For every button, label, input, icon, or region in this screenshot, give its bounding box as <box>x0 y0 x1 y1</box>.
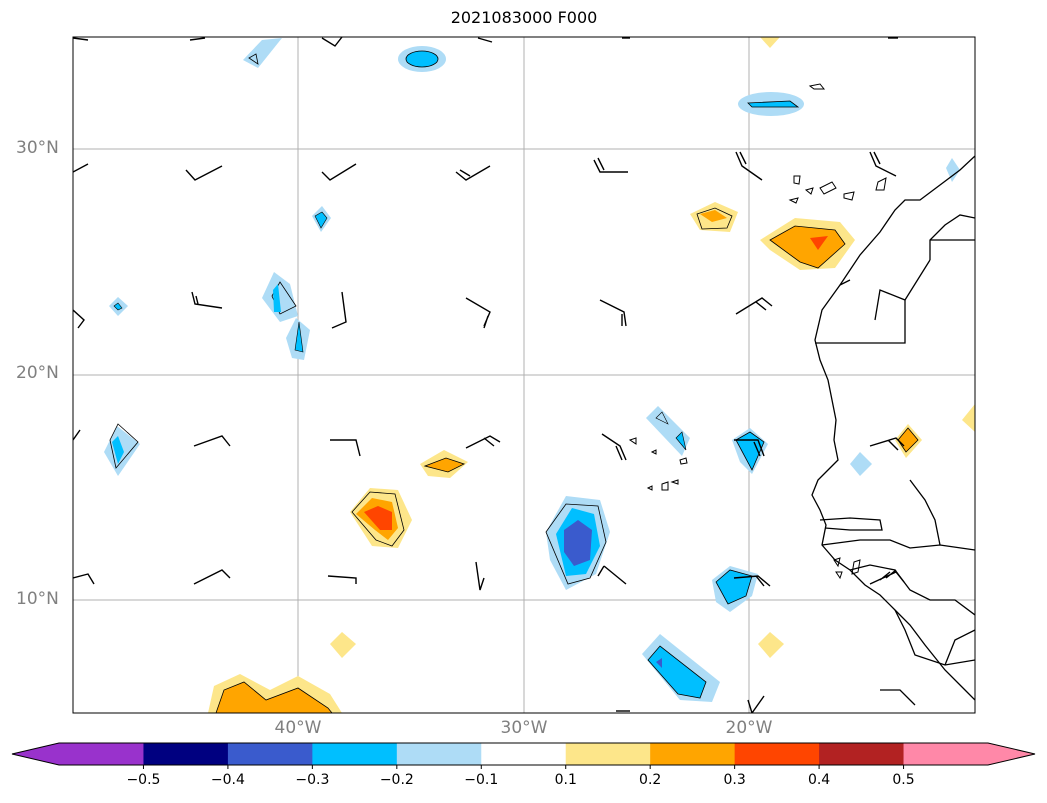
anomaly-contours <box>104 37 975 713</box>
lat-label-10n: 10°N <box>16 589 59 609</box>
contour-blob <box>897 427 919 453</box>
contour-blob <box>294 321 304 353</box>
contour-blob <box>248 53 259 65</box>
contour-blob <box>109 423 139 469</box>
lon-label-30w: 30°W <box>500 718 548 738</box>
contour-blob <box>675 431 687 451</box>
contour-blob <box>262 272 298 322</box>
contour-blob <box>850 452 872 476</box>
lat-label-20n: 20°N <box>16 363 59 383</box>
colorbar-tick-label: 0.2 <box>639 772 662 788</box>
colorbar-tick-label: 0.4 <box>807 772 831 788</box>
contour-blob <box>735 431 765 471</box>
contour-blob <box>243 38 282 68</box>
contour-blob <box>112 436 124 464</box>
contour-blob <box>113 302 123 311</box>
contour-blob <box>330 632 356 658</box>
contour-blob <box>646 406 690 456</box>
map-title: 2021083000 F000 <box>450 8 598 27</box>
wind-barbs <box>73 37 905 713</box>
contour-blob <box>656 658 662 668</box>
islands <box>628 83 887 580</box>
colorbar-tick-label: 0.1 <box>554 772 577 788</box>
contour-blob <box>655 411 669 425</box>
contour-blob <box>314 211 328 229</box>
contour-blob <box>962 404 975 432</box>
colorbar-tick-label: 0.5 <box>892 772 915 788</box>
contour-blob <box>747 100 800 108</box>
contour-blob <box>215 681 333 713</box>
contour-blob <box>700 210 727 222</box>
lon-label-40w: 40°W <box>274 718 322 738</box>
colorbar-tick-label: −0.5 <box>126 772 161 788</box>
contour-blob <box>351 491 405 547</box>
lon-label-20w: 20°W <box>725 718 773 738</box>
contour-blob <box>760 37 780 48</box>
contour-blob <box>364 506 392 530</box>
lat-label-30n: 30°N <box>16 138 59 158</box>
colorbar-tick-label: −0.1 <box>464 772 499 788</box>
colorbar-tick-label: −0.4 <box>210 772 245 788</box>
contour-blob <box>696 207 733 230</box>
contour-blob <box>647 645 707 699</box>
contour-blob <box>715 569 753 605</box>
contour-blob <box>405 50 439 68</box>
colorbar-tick-label: 0.3 <box>723 772 746 788</box>
map-frame <box>72 36 976 714</box>
contour-blob <box>273 284 281 312</box>
gridlines <box>73 37 975 713</box>
contour-blob <box>423 457 466 473</box>
colorbar-tick-label: −0.3 <box>295 772 330 788</box>
contour-blob <box>545 503 607 585</box>
contour-blob <box>946 158 960 182</box>
contour-blob <box>564 520 592 566</box>
colorbar-tick-label: −0.2 <box>379 772 414 788</box>
contour-blob <box>758 632 784 658</box>
coastlines <box>811 155 975 706</box>
contour-blob <box>810 236 828 250</box>
